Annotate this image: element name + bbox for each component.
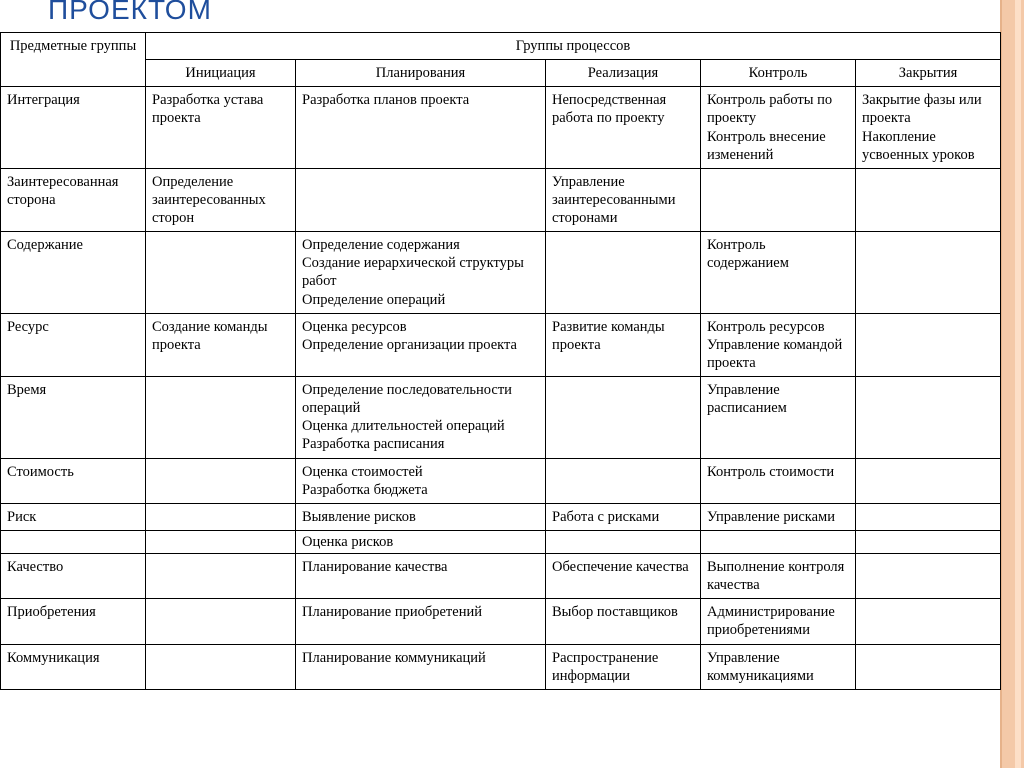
data-cell: Управление рисками	[701, 503, 856, 530]
subject-cell: Качество	[1, 554, 146, 599]
table-row: Стоимость Оценка стоимостейРазработка бюд…	[1, 458, 1001, 503]
data-cell	[546, 377, 701, 459]
data-cell	[146, 458, 296, 503]
data-cell: Обеспечение качества	[546, 554, 701, 599]
table-row: Риск Выявление рисковРабота с рискамиУпра…	[1, 503, 1001, 530]
data-cell	[856, 168, 1001, 231]
table-row: ИнтеграцияРазработка устава проектаРазра…	[1, 87, 1001, 169]
data-cell	[701, 530, 856, 553]
data-cell	[146, 503, 296, 530]
data-cell	[856, 232, 1001, 314]
data-cell: Управление расписанием	[701, 377, 856, 459]
data-cell	[146, 599, 296, 644]
data-cell	[146, 644, 296, 689]
data-cell: Управление коммуникациями	[701, 644, 856, 689]
data-cell: Планирование качества	[296, 554, 546, 599]
data-cell: Непосредственная работа по проекту	[546, 87, 701, 169]
table-row: РесурсСоздание команды проектаОценка рес…	[1, 313, 1001, 376]
subject-cell: Ресурс	[1, 313, 146, 376]
subject-cell: Время	[1, 377, 146, 459]
data-cell	[546, 530, 701, 553]
data-cell: Выбор поставщиков	[546, 599, 701, 644]
data-cell: Разработка устава проекта	[146, 87, 296, 169]
data-cell: Работа с рисками	[546, 503, 701, 530]
subject-cell: Стоимость	[1, 458, 146, 503]
data-cell	[856, 458, 1001, 503]
data-cell	[146, 377, 296, 459]
process-table: Предметные группы Группы процессов Иници…	[0, 32, 1001, 690]
data-cell: Планирование коммуникаций	[296, 644, 546, 689]
table-subrow: Оценка рисков	[1, 530, 1001, 553]
data-cell: Определение последовательности операцийО…	[296, 377, 546, 459]
data-cell: Развитие команды проекта	[546, 313, 701, 376]
data-cell	[856, 377, 1001, 459]
table-row: Приобретения Планирование приобретенийВыб…	[1, 599, 1001, 644]
table-body: ИнтеграцияРазработка устава проектаРазра…	[1, 87, 1001, 690]
data-cell: Оценка рисков	[296, 530, 546, 553]
subject-cell: Коммуникация	[1, 644, 146, 689]
header-subject-groups: Предметные группы	[1, 33, 146, 87]
data-cell	[856, 313, 1001, 376]
data-cell: Выполнение контроля качества	[701, 554, 856, 599]
data-cell	[701, 168, 856, 231]
data-cell	[856, 530, 1001, 553]
data-cell: Определение содержанияСоздание иерархиче…	[296, 232, 546, 314]
data-cell: Закрытие фазы или проектаНакопление усво…	[856, 87, 1001, 169]
data-cell	[1, 530, 146, 553]
table-row: Время Определение последовательности опер…	[1, 377, 1001, 459]
data-cell: Планирование приобретений	[296, 599, 546, 644]
header-col-closing: Закрытия	[856, 60, 1001, 87]
data-cell: Контроль стоимости	[701, 458, 856, 503]
data-cell	[856, 644, 1001, 689]
subject-cell: Риск	[1, 503, 146, 530]
data-cell: Администрирование приобретениями	[701, 599, 856, 644]
data-cell	[146, 554, 296, 599]
data-cell: Разработка планов проекта	[296, 87, 546, 169]
header-col-execution: Реализация	[546, 60, 701, 87]
data-cell	[146, 232, 296, 314]
side-stripe-inner	[1015, 0, 1021, 768]
data-cell: Оценка стоимостейРазработка бюджета	[296, 458, 546, 503]
data-cell: Контроль содержанием	[701, 232, 856, 314]
data-cell: Определение заинтересованных сторон	[146, 168, 296, 231]
data-cell: Контроль работы по проектуКонтроль внесе…	[701, 87, 856, 169]
data-cell: Выявление рисков	[296, 503, 546, 530]
header-col-control: Контроль	[701, 60, 856, 87]
process-table-wrap: Предметные группы Группы процессов Иници…	[0, 32, 1000, 690]
header-process-groups: Группы процессов	[146, 33, 1001, 60]
page-title: ПРОЕКТОМ	[48, 0, 212, 26]
subject-cell: Приобретения	[1, 599, 146, 644]
subject-cell: Содержание	[1, 232, 146, 314]
data-cell	[296, 168, 546, 231]
subject-cell: Интеграция	[1, 87, 146, 169]
data-cell: Создание команды проекта	[146, 313, 296, 376]
header-col-planning: Планирования	[296, 60, 546, 87]
table-header: Предметные группы Группы процессов Иници…	[1, 33, 1001, 87]
data-cell	[856, 554, 1001, 599]
table-row: Заинтересованная сторонаОпределение заин…	[1, 168, 1001, 231]
table-row: Коммуникация Планирование коммуникацийРас…	[1, 644, 1001, 689]
table-row: Качество Планирование качестваОбеспечение…	[1, 554, 1001, 599]
data-cell	[856, 503, 1001, 530]
subject-cell: Заинтересованная сторона	[1, 168, 146, 231]
data-cell	[146, 530, 296, 553]
data-cell: Контроль ресурсовУправление командой про…	[701, 313, 856, 376]
data-cell: Оценка ресурсовОпределение организации п…	[296, 313, 546, 376]
table-row: Содержание Определение содержанияСоздание…	[1, 232, 1001, 314]
data-cell	[856, 599, 1001, 644]
data-cell	[546, 458, 701, 503]
data-cell: Управление заинтересованными сторонами	[546, 168, 701, 231]
header-col-initiation: Инициация	[146, 60, 296, 87]
data-cell: Распространение информации	[546, 644, 701, 689]
data-cell	[546, 232, 701, 314]
